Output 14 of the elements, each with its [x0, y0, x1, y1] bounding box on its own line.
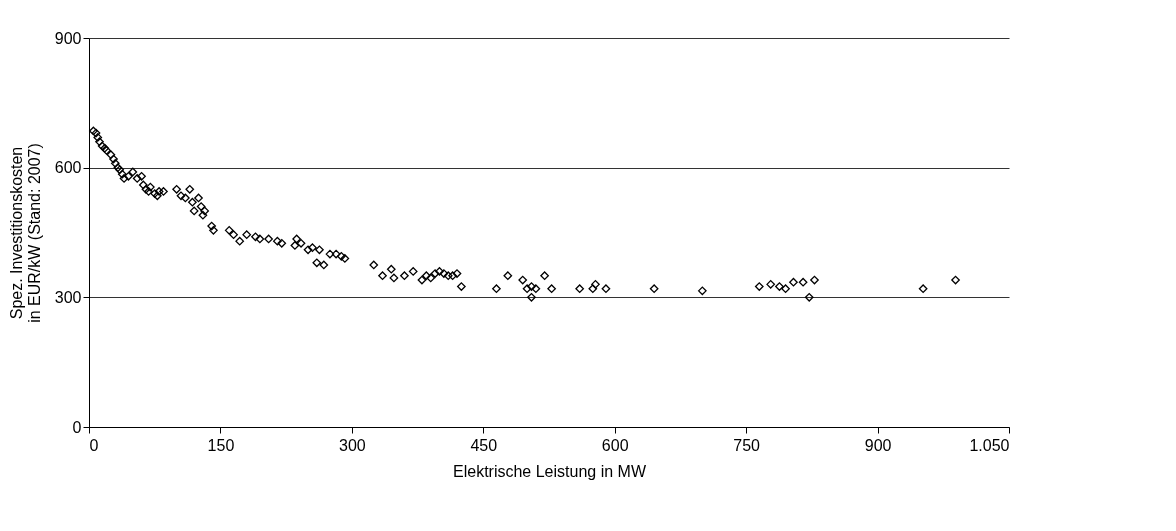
x-tick-label: 300 [339, 436, 366, 454]
y-tick-label: 900 [54, 29, 82, 47]
x-tick-label: 600 [601, 436, 629, 454]
y-tick-label: 0 [72, 418, 82, 436]
x-tick-label: 750 [733, 436, 761, 454]
x-tick-label: 900 [864, 436, 892, 454]
x-tick-label: 1.050 [969, 436, 1010, 454]
x-axis-title: Elektrische Leistung in MW [453, 462, 647, 480]
x-tick-label: 150 [207, 436, 235, 454]
y-axis-title: Spez. Investitionskosten in EUR/kW (Stand: 2007) [7, 143, 43, 323]
y-tick-label: 300 [54, 288, 82, 306]
x-tick-label: 0 [89, 436, 99, 454]
x-tick-label: 450 [470, 436, 498, 454]
y-tick-label: 600 [54, 159, 82, 177]
